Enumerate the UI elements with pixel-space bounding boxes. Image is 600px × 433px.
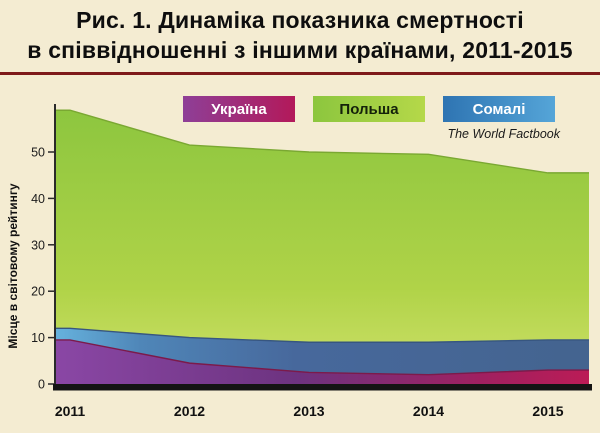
x-tick-label-2011: 2011 [55, 403, 86, 419]
legend-label-poland: Польша [339, 100, 399, 118]
y-tick-label: 30 [31, 238, 45, 252]
legend-item-poland: Польша [313, 96, 425, 122]
y-axis-title: Місце в світовому рейтингу [6, 183, 20, 349]
x-tick-label-2014: 2014 [413, 403, 444, 419]
area-edge-Польша [55, 109, 589, 174]
y-tick-label: 20 [31, 285, 45, 299]
legend-label-somalia: Сомалі [472, 100, 526, 118]
figure-title: Рис. 1. Динаміка показника смертності в … [0, 6, 600, 66]
figure-title-line1: Рис. 1. Динаміка показника смертності [76, 7, 524, 33]
y-tick-label: 50 [31, 146, 45, 160]
area-edge-Сомалі [55, 327, 589, 343]
legend-item-somalia: Сомалі [443, 96, 555, 122]
legend-label-ukraine: Україна [211, 100, 267, 118]
title-divider-rule [0, 72, 600, 75]
area-edge-Україна [55, 339, 589, 376]
area-Україна [55, 339, 589, 384]
y-tick-label: 40 [31, 192, 45, 206]
x-tick-label-2015: 2015 [532, 403, 563, 419]
y-tick-label: 10 [31, 331, 45, 345]
x-tick-label-2012: 2012 [174, 403, 205, 419]
y-tick-label: 0 [38, 378, 45, 392]
legend-item-ukraine: Україна [183, 96, 295, 122]
area-Польша [55, 110, 589, 385]
source-credit: The World Factbook [447, 127, 560, 141]
x-tick-label-2013: 2013 [293, 403, 324, 419]
chart-legend: Україна Польша Сомалі [183, 96, 555, 122]
figure-title-line2: в співвідношенні з іншими країнами, 2011… [27, 36, 573, 63]
x-axis-bar [53, 384, 592, 391]
